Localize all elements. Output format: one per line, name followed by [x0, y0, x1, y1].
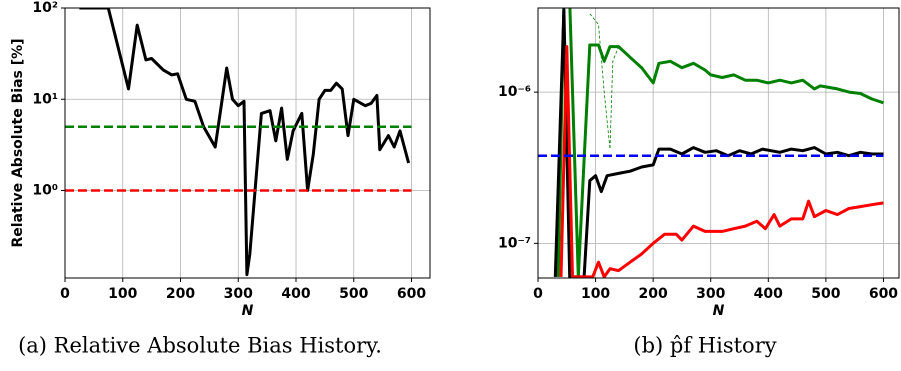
plot-lines: [65, 8, 412, 277]
series-line: [79, 8, 411, 277]
y-tick-label: 10⁻⁷: [498, 235, 531, 251]
x-tick-label: 600: [397, 286, 426, 302]
axes-frame: [64, 7, 431, 279]
x-axis-label: N: [713, 303, 725, 319]
y-axis-label: Relative Absolute Bias [%]: [10, 38, 26, 247]
x-tick-label: 200: [166, 286, 195, 302]
x-tick-label: 600: [869, 286, 898, 302]
x-tick-label: 200: [639, 286, 668, 302]
series-line: [559, 45, 884, 278]
x-tick-label: 300: [696, 286, 725, 302]
x-tick-label: 500: [339, 286, 368, 302]
x-tick-label: 0: [533, 286, 543, 302]
x-tick-label: 400: [281, 286, 310, 302]
y-tick-label: 10⁰: [32, 183, 58, 199]
x-tick-label: 100: [108, 286, 137, 302]
x-tick-label: 400: [754, 286, 783, 302]
y-tick-label: 10¹: [32, 91, 58, 107]
x-tick-label: 100: [581, 286, 610, 302]
x-tick-label: 0: [60, 286, 70, 302]
x-tick-label: 500: [811, 286, 840, 302]
series-line: [556, 8, 884, 278]
y-tick-label: 10⁻⁶: [498, 84, 531, 100]
y-tick-label: 10²: [32, 0, 58, 16]
series-line: [553, 8, 884, 278]
axes-frame: [537, 7, 900, 279]
x-tick-label: 300: [224, 286, 253, 302]
x-axis-label: N: [242, 303, 254, 319]
plot-lines: [538, 8, 884, 278]
caption: (b) p̂f History: [633, 334, 776, 358]
series-line: [589, 13, 619, 150]
caption: (a) Relative Absolute Bias History.: [18, 334, 382, 358]
